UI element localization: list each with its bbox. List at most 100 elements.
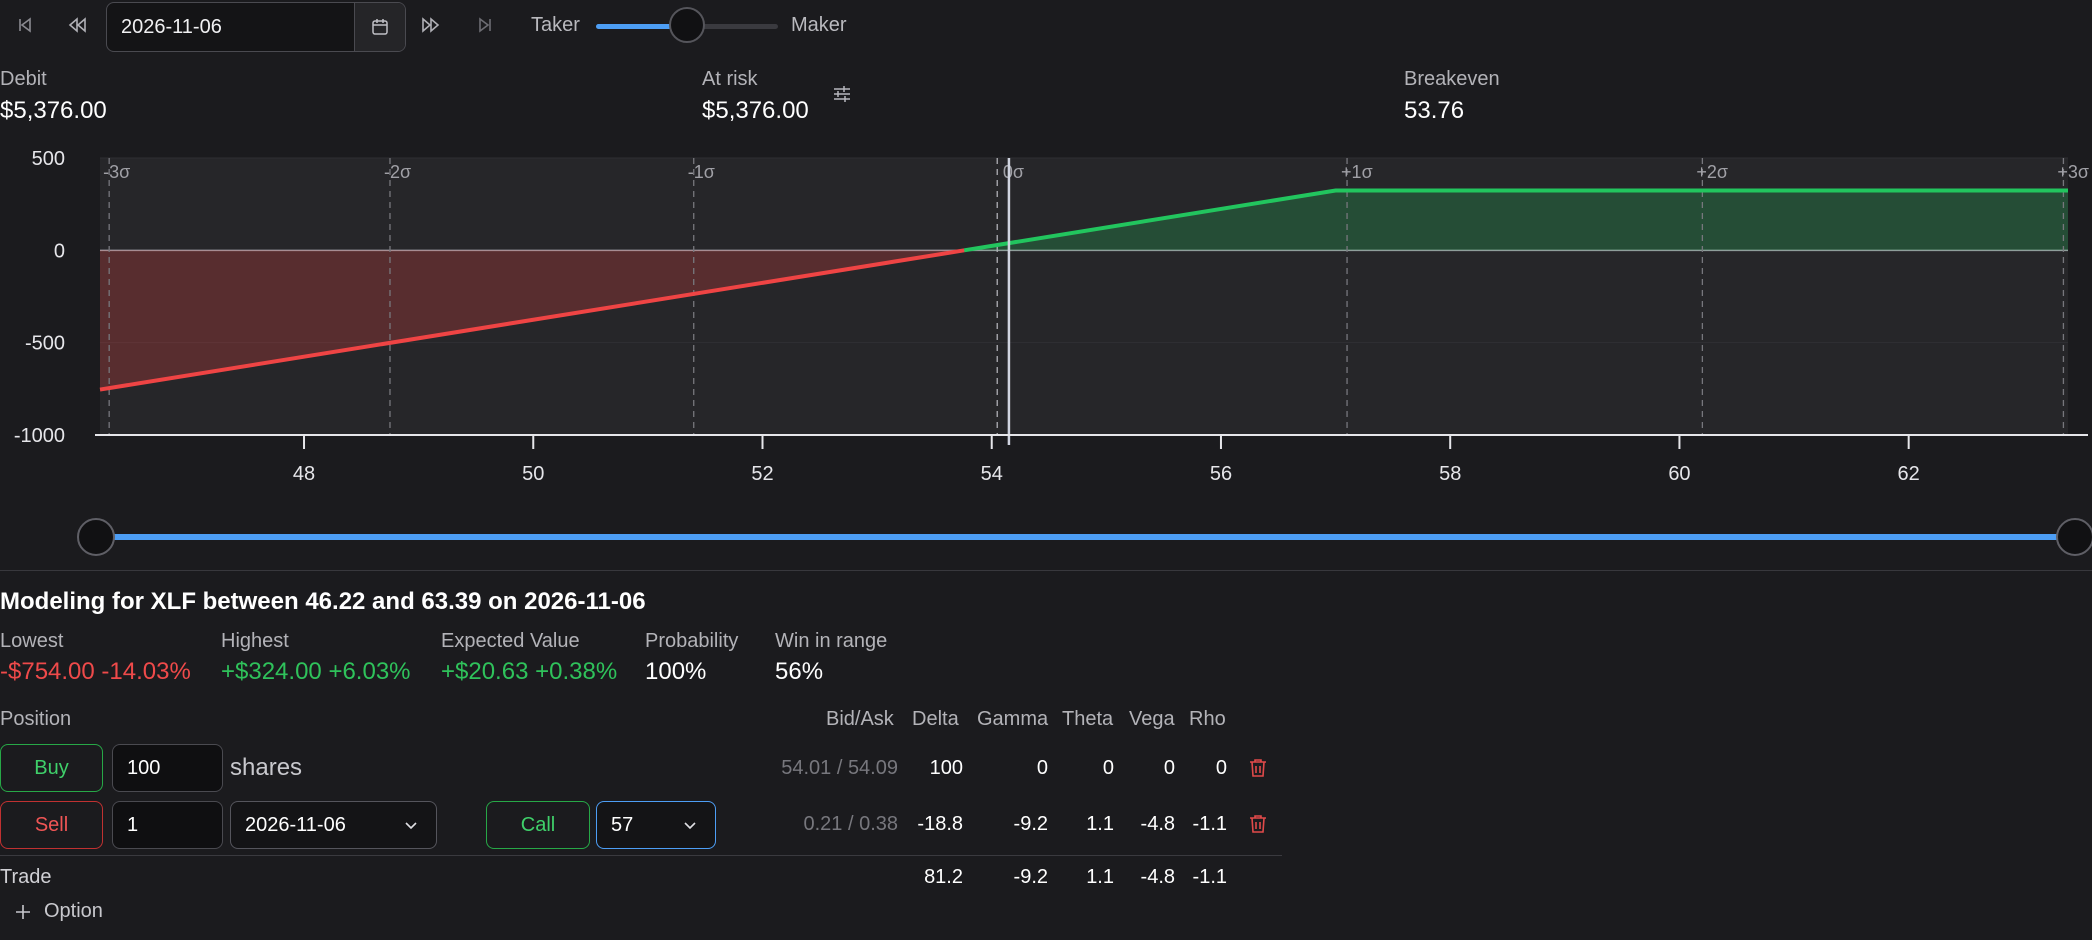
- rho-header: Rho: [1189, 708, 1226, 730]
- row2-theta: 1.1: [1086, 813, 1114, 835]
- sigma-label: +3σ: [2057, 162, 2089, 182]
- highest-label: Highest: [221, 630, 289, 652]
- fast-forward-button[interactable]: [414, 8, 448, 42]
- sell-button[interactable]: Sell: [0, 801, 103, 849]
- fast-forward-icon: [422, 17, 440, 33]
- row1-bid-ask: 54.01 / 54.09: [781, 757, 898, 779]
- lowest-label: Lowest: [0, 630, 64, 652]
- row1-rho: 0: [1215, 757, 1227, 779]
- loss-series-line: [99, 248, 965, 392]
- position-header: Position: [0, 708, 72, 730]
- y-tick-label: -500: [25, 333, 65, 355]
- row2-gamma: -9.2: [1013, 813, 1048, 835]
- trade-delta: 81.2: [924, 866, 963, 888]
- probability-value: 100%: [645, 658, 707, 685]
- trade-rho: -1.1: [1192, 866, 1227, 888]
- maker-label: Maker: [791, 14, 847, 36]
- x-tick-label: 48: [293, 463, 315, 485]
- x-tick-label: 62: [1898, 463, 1920, 485]
- x-tick-label: 58: [1439, 463, 1461, 485]
- row2-bid-ask: 0.21 / 0.38: [803, 813, 898, 835]
- x-tick-label: 54: [981, 463, 1003, 485]
- range-high-knob[interactable]: [2056, 518, 2092, 556]
- breakeven-value: 53.76: [1404, 97, 1465, 124]
- slider-fill: [596, 24, 687, 29]
- jump-last-button[interactable]: [468, 8, 502, 42]
- date-input[interactable]: [107, 3, 353, 51]
- sigma-label: -1σ: [688, 162, 715, 182]
- rewind-button[interactable]: [60, 8, 94, 42]
- x-tick-label: 50: [522, 463, 544, 485]
- profit-series-line: [963, 188, 2068, 253]
- sigma-label: -2σ: [384, 162, 411, 182]
- gamma-header: Gamma: [977, 708, 1049, 730]
- rewind-icon: [68, 17, 86, 33]
- plot-background: [100, 158, 2068, 435]
- expected-value-value: +$20.63 +0.38%: [441, 658, 618, 685]
- sigma-label: +2σ: [1696, 162, 1728, 182]
- price-range-slider[interactable]: [0, 512, 2092, 562]
- win-in-range-value: 56%: [775, 658, 824, 685]
- chevron-down-icon: [684, 822, 696, 830]
- option-quantity-input[interactable]: [112, 801, 223, 849]
- y-tick-label: 500: [32, 148, 65, 170]
- adjust-risk-button[interactable]: [832, 84, 854, 106]
- highest-value: +$324.00 +6.03%: [221, 658, 411, 685]
- lowest-value: -$754.00 -14.03%: [0, 658, 191, 685]
- row1-theta: 0: [1102, 757, 1114, 779]
- win-in-range-label: Win in range: [775, 630, 888, 652]
- vega-header: Vega: [1129, 708, 1175, 730]
- strike-select[interactable]: 57: [596, 801, 716, 849]
- breakeven-label: Breakeven: [1404, 68, 1500, 90]
- payoff-chart[interactable]: -3σ -2σ -1σ 0σ +1σ +2σ +3σ 500 0 -500 -1000 48 50 52 5…: [0, 140, 2092, 500]
- debit-label: Debit: [0, 68, 47, 90]
- x-tick-label: 52: [751, 463, 773, 485]
- row2-vega: -4.8: [1140, 813, 1175, 835]
- plus-icon: [16, 904, 30, 919]
- profit-area: [964, 190, 2068, 251]
- add-option-label: Option: [44, 900, 103, 922]
- delta-header: Delta: [912, 708, 959, 730]
- delete-row1-button[interactable]: [1247, 757, 1269, 779]
- debit-value: $5,376.00: [0, 97, 107, 124]
- buy-button[interactable]: Buy: [0, 744, 103, 792]
- trash-icon: [1250, 759, 1266, 777]
- skip-back-icon: [19, 17, 31, 33]
- taker-label: Taker: [531, 14, 580, 36]
- x-tick-label: 60: [1668, 463, 1690, 485]
- slider-knob[interactable]: [669, 7, 705, 43]
- calendar-button[interactable]: [354, 3, 405, 51]
- loss-area: [100, 250, 965, 390]
- x-tick-label: 56: [1210, 463, 1232, 485]
- stock-quantity-input[interactable]: [112, 744, 223, 792]
- row2-rho: -1.1: [1192, 813, 1227, 835]
- add-option-button[interactable]: Option: [14, 900, 103, 923]
- row1-delta: 100: [929, 757, 963, 779]
- skip-forward-icon: [479, 17, 491, 33]
- row2-delta: -18.8: [917, 813, 963, 835]
- expiry-value: 2026-11-06: [245, 813, 346, 836]
- range-fill: [95, 534, 2075, 540]
- delete-row2-button[interactable]: [1247, 813, 1269, 835]
- probability-label: Probability: [645, 630, 739, 652]
- trade-divider: [0, 855, 1282, 856]
- at-risk-label: At risk: [702, 68, 758, 90]
- jump-first-button[interactable]: [8, 8, 42, 42]
- at-risk-value: $5,376.00: [702, 97, 809, 124]
- sigma-label: -3σ: [103, 162, 130, 182]
- expected-value-label: Expected Value: [441, 630, 580, 652]
- section-divider: [0, 570, 2092, 571]
- strike-value: 57: [611, 813, 634, 836]
- theta-header: Theta: [1062, 708, 1114, 730]
- expiry-select[interactable]: 2026-11-06: [230, 801, 437, 849]
- call-put-toggle[interactable]: Call: [486, 801, 590, 849]
- trade-label: Trade: [0, 866, 52, 888]
- sigma-label: 0σ: [1003, 162, 1024, 182]
- sigma-label: +1σ: [1341, 162, 1373, 182]
- row1-vega: 0: [1163, 757, 1175, 779]
- range-low-knob[interactable]: [77, 518, 115, 556]
- taker-maker-slider[interactable]: [596, 7, 778, 43]
- date-picker[interactable]: [106, 2, 406, 52]
- y-tick-label: 0: [54, 240, 65, 262]
- row1-gamma: 0: [1036, 757, 1048, 779]
